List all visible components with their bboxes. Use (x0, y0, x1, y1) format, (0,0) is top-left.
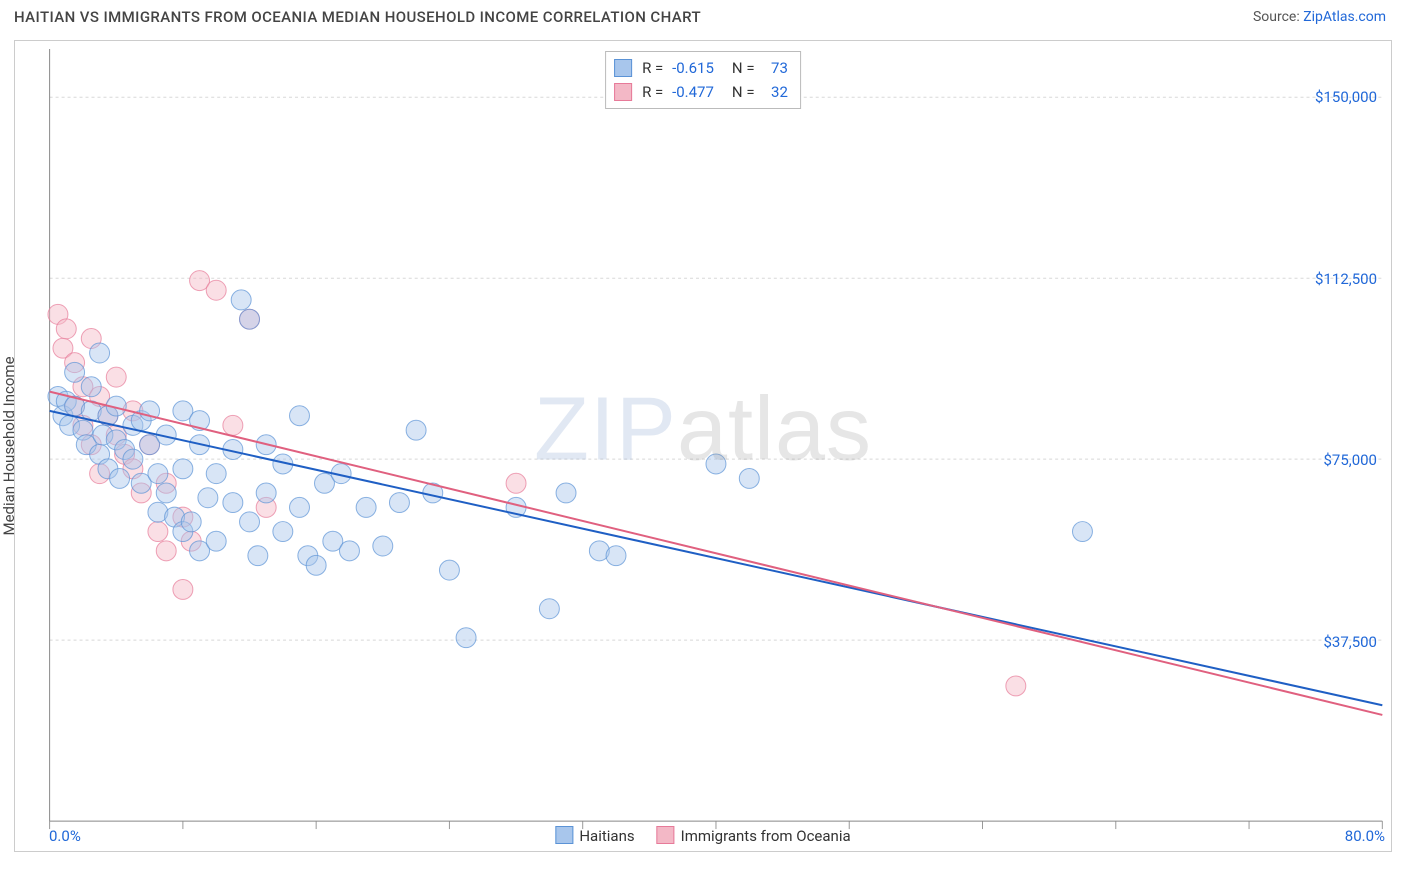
legend-swatch (614, 59, 632, 77)
chart-header: HAITIAN VS IMMIGRANTS FROM OCEANIA MEDIA… (0, 0, 1406, 30)
stats-legend-row: R = -0.615N = 73 (614, 56, 788, 80)
y-tick-label: $37,500 (1323, 633, 1377, 651)
legend-item: Haitians (555, 826, 634, 845)
legend-swatch (555, 826, 573, 844)
scatter-plot (15, 41, 1391, 851)
y-tick-label: $75,000 (1323, 451, 1377, 469)
legend-swatch (614, 83, 632, 101)
legend-item: Immigrants from Oceania (657, 826, 851, 845)
chart-title: HAITIAN VS IMMIGRANTS FROM OCEANIA MEDIA… (14, 8, 701, 26)
chart-area: Median Household Income ZIPatlas R = -0.… (14, 40, 1392, 852)
x-tick-label: 0.0% (49, 827, 81, 845)
stats-legend: R = -0.615N = 73R = -0.477N = 32 (605, 51, 801, 109)
source-link[interactable]: ZipAtlas.com (1303, 9, 1386, 25)
y-tick-label: $150,000 (1315, 88, 1377, 106)
x-tick-label: 80.0% (1345, 827, 1385, 845)
series-legend: Haitians Immigrants from Oceania (555, 826, 850, 845)
legend-swatch (657, 826, 675, 844)
stats-legend-row: R = -0.477N = 32 (614, 80, 788, 104)
y-tick-label: $112,500 (1315, 270, 1377, 288)
source-attribution: Source: ZipAtlas.com (1253, 9, 1386, 25)
